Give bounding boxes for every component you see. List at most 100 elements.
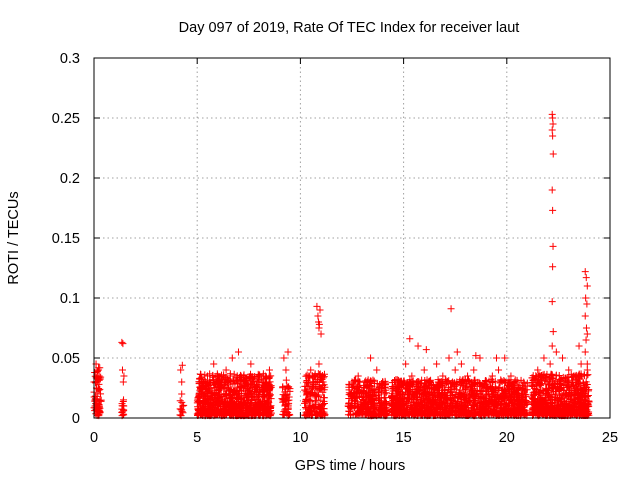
data-point — [582, 336, 590, 344]
data-point — [374, 395, 382, 403]
data-point — [92, 400, 100, 408]
data-point — [359, 400, 367, 408]
data-point — [178, 398, 186, 406]
data-point — [365, 404, 373, 412]
data-point — [451, 366, 459, 374]
data-point — [257, 403, 265, 411]
data-point — [498, 401, 506, 409]
data-point — [356, 383, 364, 391]
data-point — [417, 380, 425, 388]
data-point — [305, 388, 313, 396]
data-point — [571, 372, 579, 380]
data-point — [348, 378, 356, 386]
data-point — [248, 373, 256, 381]
data-point — [120, 402, 128, 410]
data-point — [485, 400, 493, 408]
data-point — [574, 394, 582, 402]
data-point — [377, 394, 385, 402]
data-point — [441, 410, 449, 418]
data-point — [544, 386, 552, 394]
data-point — [221, 374, 229, 382]
data-point — [565, 391, 573, 399]
data-point — [247, 360, 255, 368]
y-tick-label: 0.1 — [60, 291, 80, 307]
data-point — [95, 372, 103, 380]
data-point — [95, 401, 103, 409]
data-point — [540, 373, 548, 381]
data-point — [522, 400, 530, 408]
data-point — [493, 410, 501, 418]
data-point — [481, 381, 489, 389]
data-point — [423, 404, 431, 412]
data-point — [549, 206, 557, 214]
data-point — [416, 396, 424, 404]
data-point — [548, 186, 556, 194]
data-point — [409, 398, 417, 406]
data-point — [205, 399, 213, 407]
data-point — [282, 376, 290, 384]
data-point — [267, 411, 275, 419]
data-point — [222, 390, 230, 398]
data-point — [194, 398, 202, 406]
data-point — [317, 330, 325, 338]
data-point — [448, 407, 456, 415]
data-point — [425, 377, 433, 385]
data-point — [352, 409, 360, 417]
data-point — [254, 405, 262, 413]
data-point — [426, 378, 434, 386]
data-point — [176, 411, 184, 419]
data-point — [513, 393, 521, 401]
data-point — [283, 390, 291, 398]
data-point — [583, 300, 591, 308]
plot-frame — [93, 57, 611, 419]
data-point — [231, 401, 239, 409]
data-point — [476, 354, 484, 362]
data-point — [204, 372, 212, 380]
data-point — [199, 391, 207, 399]
x-tick-label: 25 — [602, 430, 618, 446]
data-point — [560, 390, 568, 398]
data-point — [409, 377, 417, 385]
data-point — [351, 393, 359, 401]
data-point — [564, 383, 572, 391]
data-point — [511, 383, 519, 391]
data-point — [302, 395, 310, 403]
data-point — [470, 398, 478, 406]
data-point — [547, 399, 555, 407]
data-point — [409, 391, 417, 399]
data-point — [398, 400, 406, 408]
data-point — [312, 396, 320, 404]
data-point — [461, 377, 469, 385]
data-point — [226, 400, 234, 408]
data-point — [513, 378, 521, 386]
data-point — [243, 410, 251, 418]
data-point — [456, 378, 464, 386]
data-point — [450, 385, 458, 393]
data-point — [461, 384, 469, 392]
data-point — [537, 380, 545, 388]
data-point — [261, 392, 269, 400]
data-point — [259, 372, 267, 380]
data-point — [266, 408, 274, 416]
data-point — [312, 411, 320, 419]
data-point — [513, 403, 521, 411]
data-point — [319, 378, 327, 386]
data-point — [228, 354, 236, 362]
data-point — [373, 379, 381, 387]
data-point — [580, 384, 588, 392]
data-point — [506, 395, 514, 403]
data-point — [568, 373, 576, 381]
data-point — [441, 392, 449, 400]
data-point — [247, 374, 255, 382]
y-tick-label: 0.15 — [52, 231, 80, 247]
data-point — [549, 150, 557, 158]
data-point — [320, 397, 328, 405]
data-point — [362, 411, 370, 419]
data-point — [573, 378, 581, 386]
data-point — [407, 401, 415, 409]
data-point — [540, 410, 547, 418]
data-point — [488, 372, 496, 380]
data-point — [209, 377, 217, 385]
data-point — [196, 409, 204, 417]
data-point — [583, 330, 591, 338]
